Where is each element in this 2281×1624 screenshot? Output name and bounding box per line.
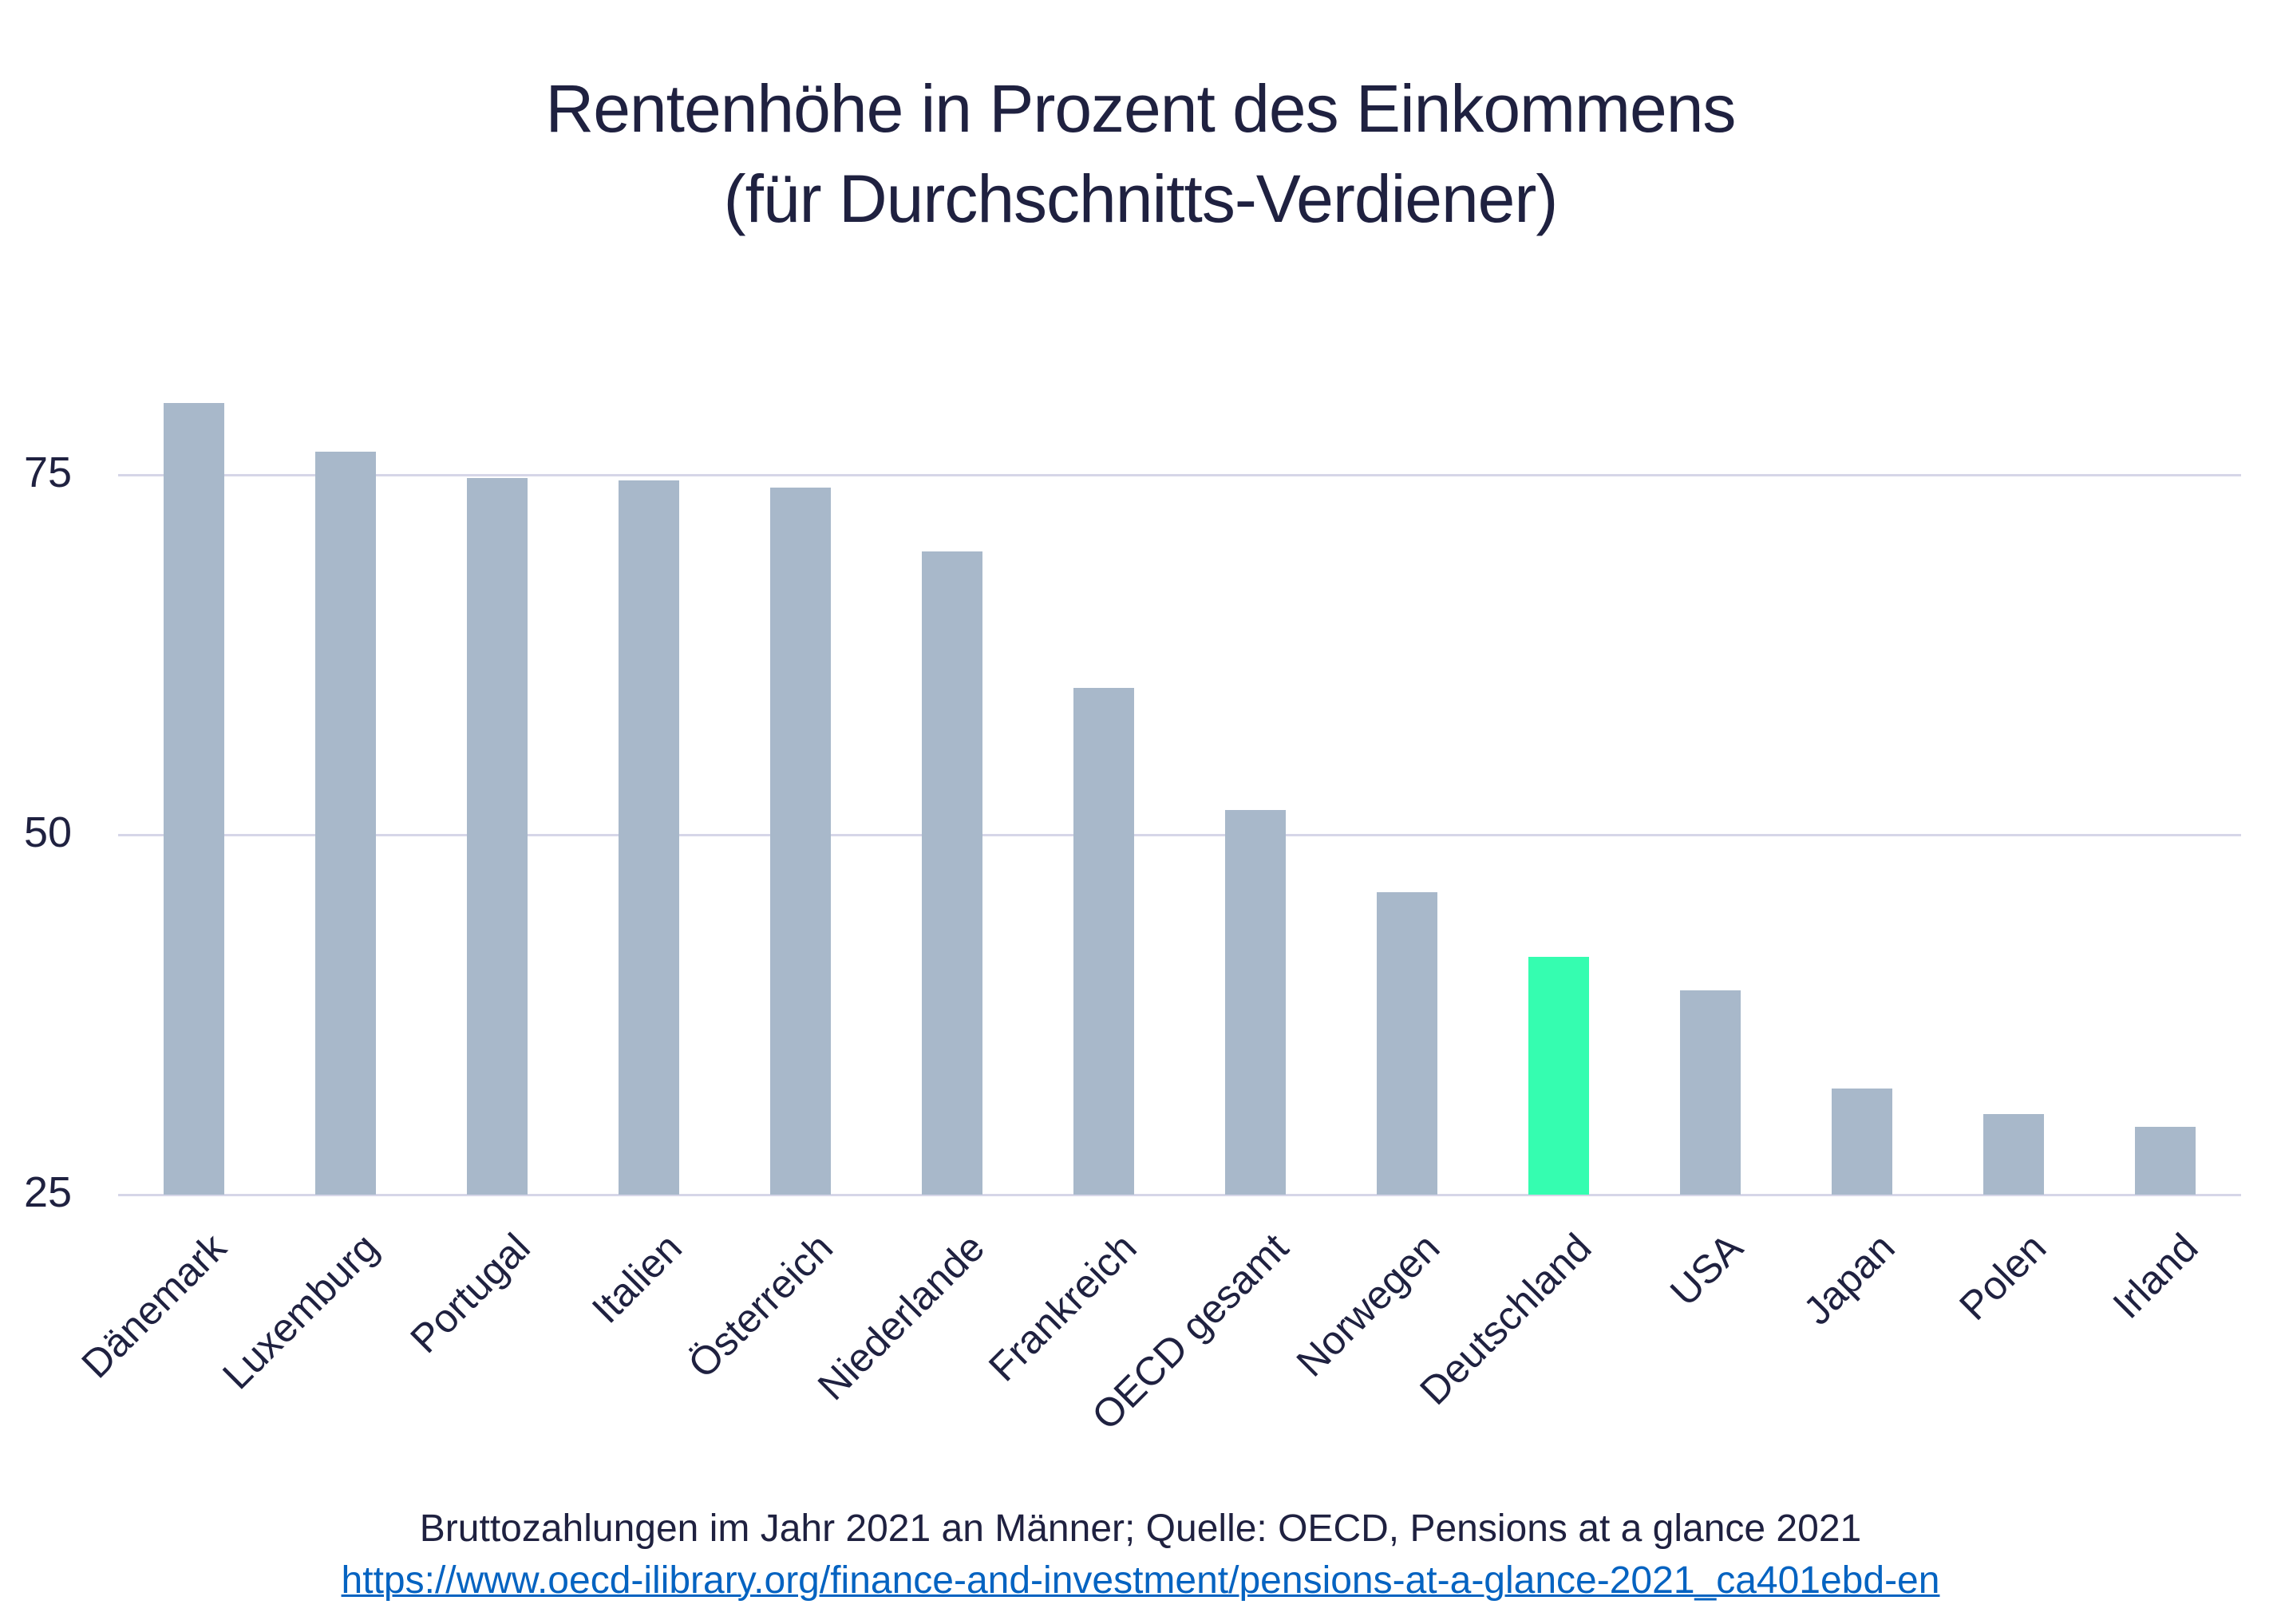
bar-irland bbox=[2135, 1127, 2196, 1195]
x-tick-label: Japan bbox=[1794, 1224, 1903, 1334]
gridline bbox=[118, 833, 2241, 836]
bar-japan bbox=[1832, 1088, 1892, 1195]
bar-österreich bbox=[770, 488, 831, 1195]
chart-title: Rentenhöhe in Prozent des Einkommens (fü… bbox=[0, 64, 2281, 244]
x-tick-label: Dänemark bbox=[73, 1224, 235, 1387]
x-tick-label: Luxemburg bbox=[214, 1224, 387, 1398]
x-tick-label: Norwegen bbox=[1287, 1224, 1449, 1385]
x-tick-label: Polen bbox=[1951, 1224, 2055, 1329]
gridline bbox=[118, 473, 2241, 476]
chart-title-line-1: Rentenhöhe in Prozent des Einkommens bbox=[545, 71, 1737, 146]
source-note: Bruttozahlungen im Jahr 2021 an Männer; … bbox=[419, 1507, 1862, 1550]
bar-italien bbox=[619, 480, 679, 1195]
source-link-container: https://www.oecd-ilibrary.org/finance-an… bbox=[0, 1559, 2281, 1603]
bar-niederlande bbox=[922, 551, 982, 1195]
bar-deutschland bbox=[1528, 957, 1589, 1195]
source-link[interactable]: https://www.oecd-ilibrary.org/finance-an… bbox=[341, 1559, 1940, 1602]
bar-polen bbox=[1983, 1113, 2044, 1195]
gridline bbox=[118, 1193, 2241, 1196]
x-tick-label: Italien bbox=[583, 1224, 690, 1332]
bar-usa bbox=[1680, 990, 1741, 1195]
bar-portugal bbox=[467, 477, 528, 1195]
y-tick-label: 75 bbox=[24, 448, 73, 496]
x-tick-label: Österreich bbox=[679, 1224, 842, 1387]
bar-oecd-gesamt bbox=[1225, 810, 1286, 1195]
bar-dänemark bbox=[164, 402, 224, 1195]
chart-title-line-2: (für Durchschnitts-Verdiener) bbox=[723, 161, 1559, 236]
bar-frankreich bbox=[1073, 687, 1134, 1195]
x-tick-label: USA bbox=[1661, 1224, 1752, 1315]
x-tick-label: Frankreich bbox=[980, 1224, 1145, 1390]
x-tick-label: Irland bbox=[2104, 1224, 2207, 1327]
bar-luxemburg bbox=[315, 452, 376, 1195]
y-tick-label: 25 bbox=[24, 1168, 73, 1216]
bar-norwegen bbox=[1377, 892, 1437, 1195]
y-tick-label: 50 bbox=[24, 808, 73, 856]
x-tick-label: Portugal bbox=[401, 1224, 539, 1362]
